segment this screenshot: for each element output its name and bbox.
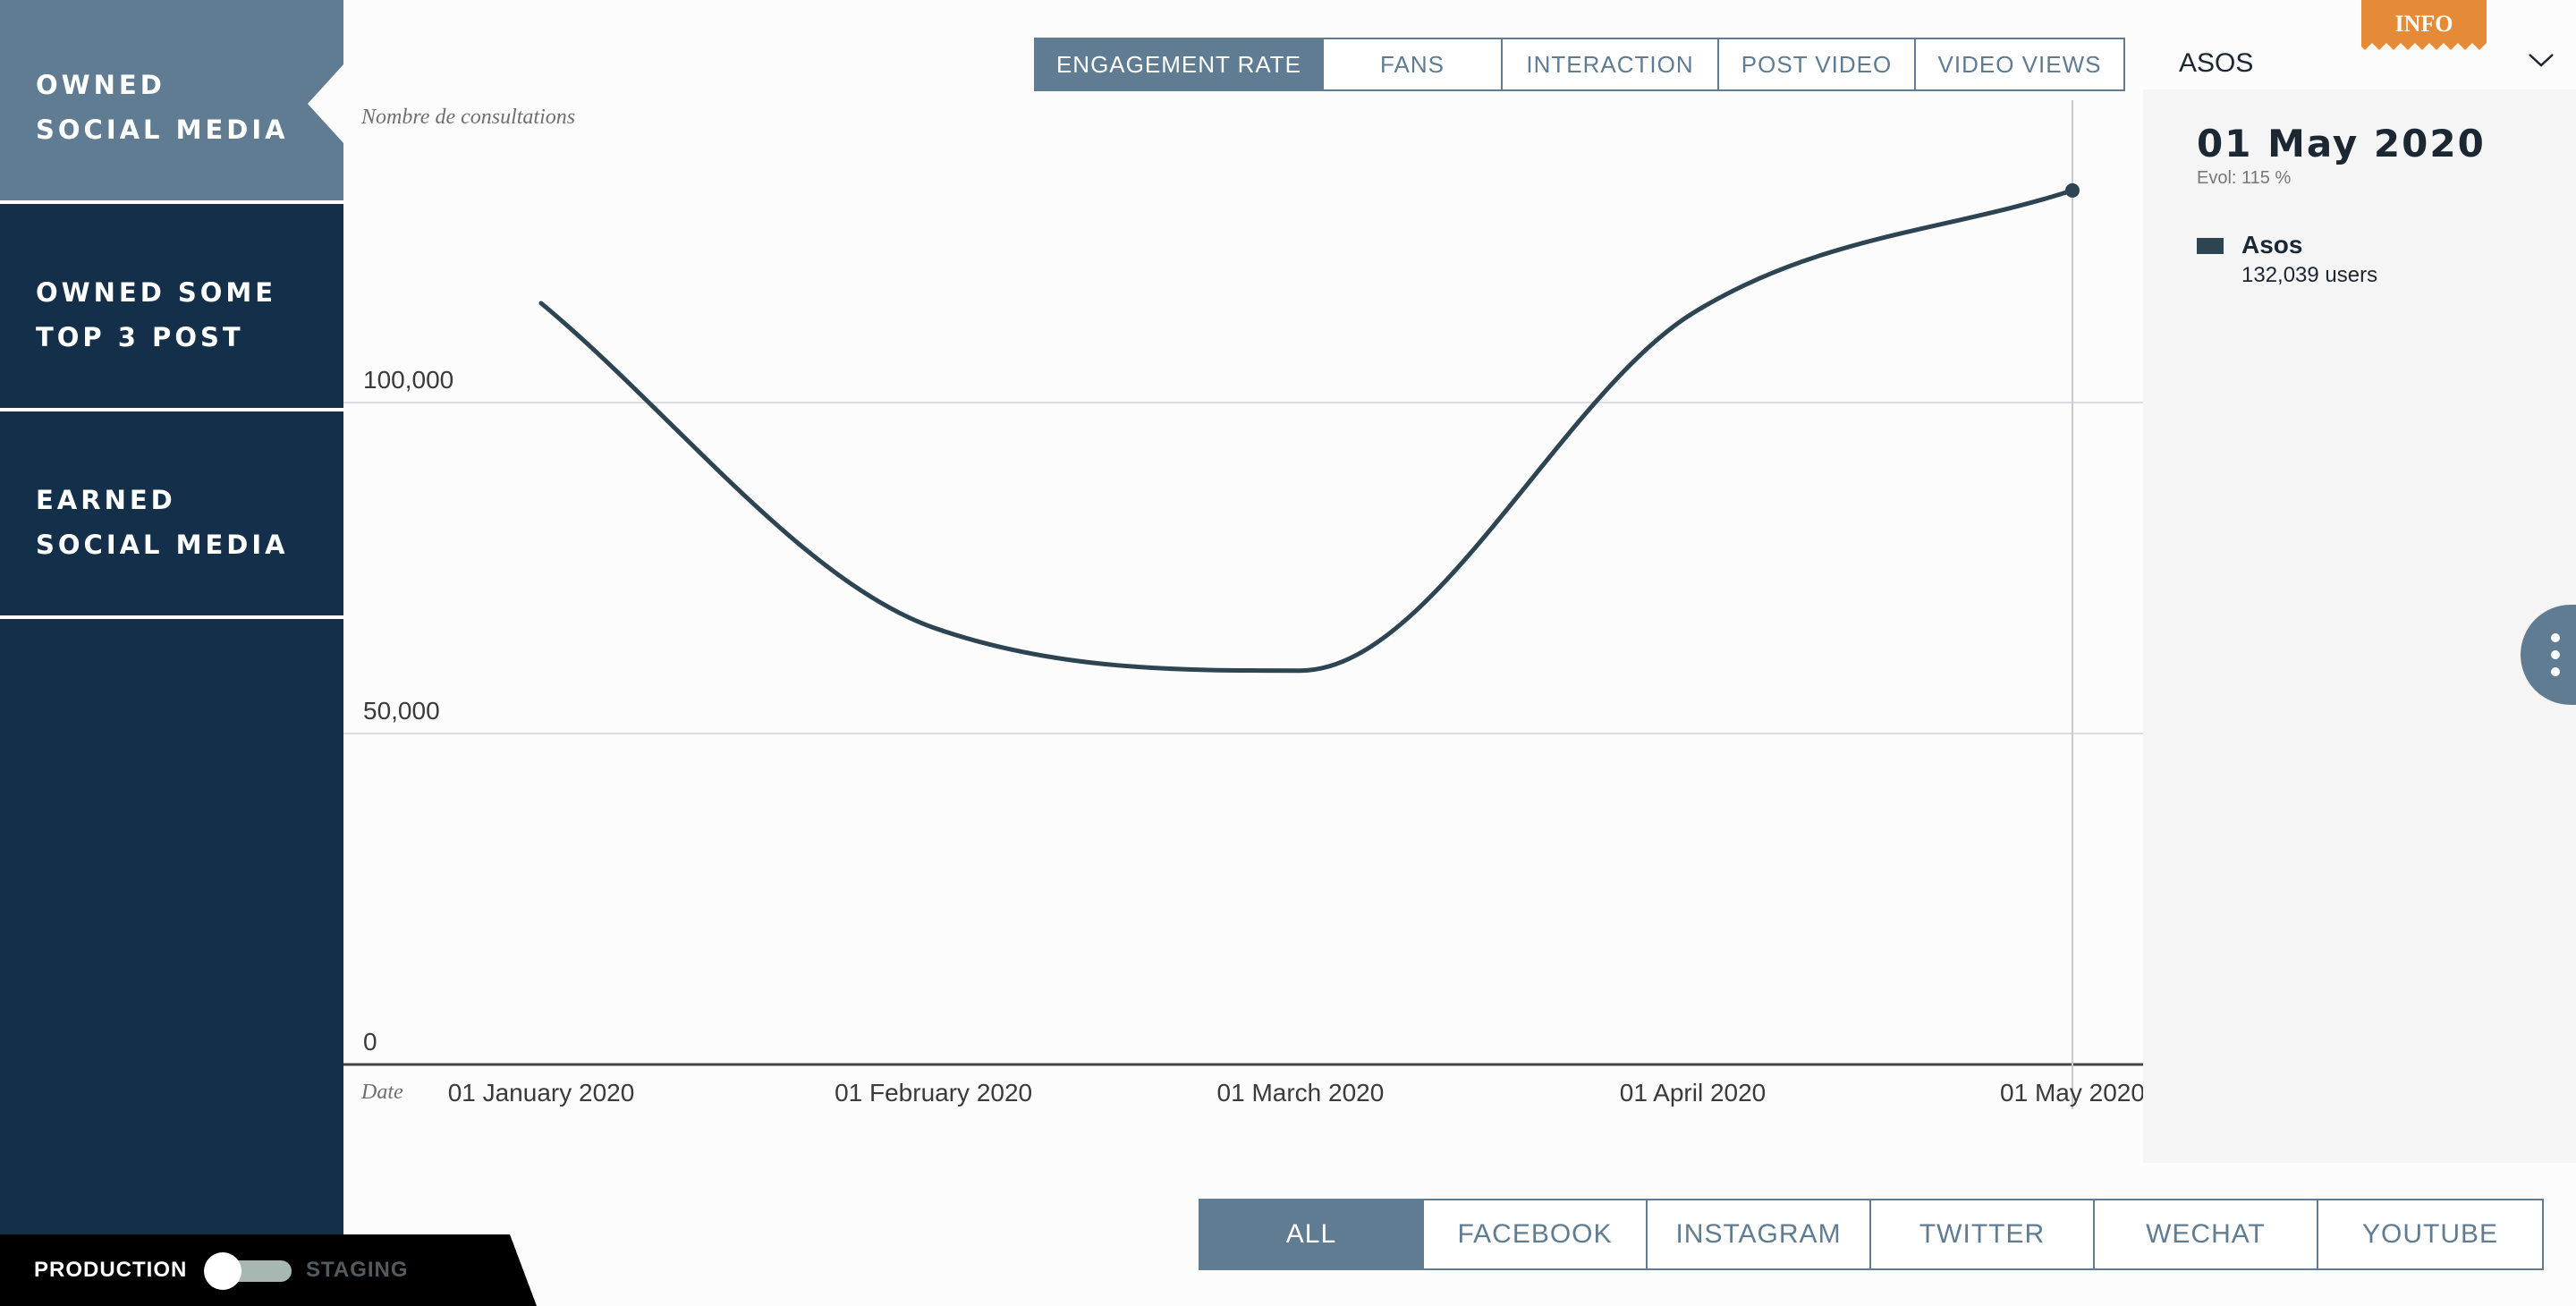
environment-toggle: PRODUCTION STAGING bbox=[0, 1234, 537, 1306]
info-label: INFO bbox=[2394, 11, 2453, 37]
environment-switch[interactable] bbox=[204, 1252, 292, 1290]
sidebar-item-owned-some-top-3-post[interactable]: OWNED SOME TOP 3 POST bbox=[0, 208, 343, 411]
brand-select[interactable]: ASOS bbox=[2143, 36, 2576, 89]
tab-instagram[interactable]: INSTAGRAM bbox=[1648, 1200, 1871, 1268]
sidebar-item-earned-social-media[interactable]: EARNED SOCIAL MEDIA bbox=[0, 415, 343, 619]
legend-series-name: Asos bbox=[2241, 231, 2303, 259]
vertical-dots-icon bbox=[2551, 650, 2560, 659]
tab-twitter[interactable]: TWITTER bbox=[1871, 1200, 2095, 1268]
chevron-down-icon bbox=[2529, 54, 2554, 67]
x-tick-label: 01 January 2020 bbox=[448, 1079, 635, 1107]
tooltip-evolution: Evol: 115 % bbox=[2197, 168, 2292, 188]
tab-post-video[interactable]: POST VIDEO bbox=[1719, 39, 1916, 89]
vertical-dots-icon bbox=[2551, 633, 2560, 642]
x-tick-label: 01 February 2020 bbox=[835, 1079, 1032, 1107]
sidebar-item-label: OWNED SOCIAL MEDIA bbox=[36, 70, 289, 145]
production-label[interactable]: PRODUCTION bbox=[34, 1258, 188, 1282]
channel-tabs: ALL FACEBOOK INSTAGRAM TWITTER WECHAT YO… bbox=[1199, 1199, 2544, 1270]
metric-tabs: ENGAGEMENT RATE FANS INTERACTION POST VI… bbox=[1034, 38, 2125, 91]
x-tick-label: 01 May 2020 bbox=[2000, 1079, 2143, 1107]
x-axis-title: Date bbox=[361, 1081, 403, 1104]
y-tick-label: 50,000 bbox=[363, 697, 440, 725]
tab-wechat[interactable]: WECHAT bbox=[2095, 1200, 2318, 1268]
switch-knob bbox=[204, 1252, 242, 1290]
tab-facebook[interactable]: FACEBOOK bbox=[1424, 1200, 1648, 1268]
tab-fans[interactable]: FANS bbox=[1324, 39, 1503, 89]
sidebar-item-label: EARNED SOCIAL MEDIA bbox=[36, 485, 289, 560]
tab-video-views[interactable]: VIDEO VIEWS bbox=[1916, 39, 2123, 89]
tab-engagement-rate[interactable]: ENGAGEMENT RATE bbox=[1036, 39, 1324, 89]
staging-label[interactable]: STAGING bbox=[306, 1258, 409, 1282]
sidebar: OWNED SOCIAL MEDIA OWNED SOME TOP 3 POST… bbox=[0, 0, 343, 1306]
legend-swatch bbox=[2197, 238, 2224, 254]
brand-select-value: ASOS bbox=[2179, 48, 2254, 78]
info-badge-shape bbox=[2361, 0, 2487, 50]
x-tick-label: 01 April 2020 bbox=[1620, 1079, 1766, 1107]
tab-youtube[interactable]: YOUTUBE bbox=[2318, 1200, 2542, 1268]
y-axis-title: Nombre de consultations bbox=[361, 106, 576, 129]
y-tick-label: 100,000 bbox=[363, 366, 453, 394]
vertical-dots-icon bbox=[2551, 667, 2560, 676]
info-button[interactable]: INFO bbox=[2361, 0, 2487, 54]
sidebar-item-owned-social-media[interactable]: OWNED SOCIAL MEDIA bbox=[0, 0, 343, 204]
tab-all[interactable]: ALL bbox=[1200, 1200, 1424, 1268]
y-tick-label: 0 bbox=[363, 1028, 377, 1056]
tooltip-panel bbox=[2143, 89, 2576, 1163]
tooltip-date: 01 May 2020 bbox=[2197, 122, 2486, 165]
legend-series-value: 132,039 users bbox=[2241, 263, 2378, 287]
sidebar-item-label: OWNED SOME TOP 3 POST bbox=[36, 277, 277, 352]
x-tick-label: 01 March 2020 bbox=[1217, 1079, 1385, 1107]
highlight-point[interactable] bbox=[2065, 182, 2080, 198]
active-indicator bbox=[308, 64, 343, 143]
line-chart: 0 50,000 100,000 01 January 2020 01 Februar… bbox=[343, 100, 2143, 1109]
series-line-asos bbox=[538, 188, 2075, 674]
tab-interaction[interactable]: INTERACTION bbox=[1503, 39, 1719, 89]
